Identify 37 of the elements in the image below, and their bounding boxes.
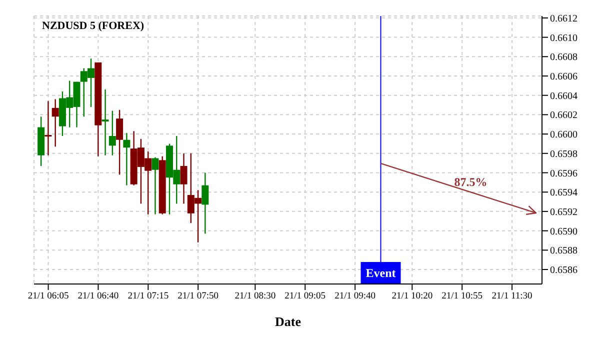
y-tick-label: 0.6608	[550, 52, 578, 64]
x-tick-label: 21/1 10:20	[392, 292, 433, 302]
candlestick	[44, 100, 52, 156]
y-tick-label: 0.6590	[550, 226, 578, 238]
y-tick-label: 0.6594	[550, 188, 578, 199]
x-tick-label: 21/1 07:15	[128, 292, 169, 302]
chart-title: NZDUSD 5 (FOREX)	[42, 20, 144, 32]
y-tick-label: 0.6604	[550, 90, 578, 102]
y-tick-label: 0.6610	[550, 32, 578, 44]
y-tick-label: 0.6592	[550, 206, 578, 218]
x-tick-label: 21/1 08:30	[234, 292, 276, 302]
x-tick-label: 21/1 10:55	[442, 292, 483, 302]
candlestick	[116, 109, 124, 176]
x-tick-label: 21/1 09:05	[284, 292, 326, 302]
y-tick-label: 0.6586	[550, 265, 578, 276]
y-tick-label: 0.6598	[550, 148, 578, 160]
y-tick-label: 0.6600	[550, 130, 578, 141]
x-tick-label: 21/1 11:30	[492, 292, 533, 302]
x-tick-label: 21/1 06:05	[28, 292, 69, 302]
annotation: 87.5%	[454, 175, 488, 190]
candlestick	[152, 156, 159, 215]
candlestick	[102, 88, 109, 156]
y-tick-label: 0.6606	[550, 72, 578, 83]
y-tick-label: 0.6596	[550, 168, 578, 180]
candlestick	[202, 172, 209, 234]
x-tick-label: 21/1 09:40	[334, 292, 376, 302]
ref-line-label: Event	[366, 266, 396, 280]
x-axis-title: Date	[275, 314, 302, 329]
candlestick	[108, 110, 116, 156]
y-tick-label: 0.6602	[550, 110, 578, 122]
candlestick	[52, 98, 59, 148]
candlestick	[180, 152, 188, 204]
candlestick	[123, 132, 130, 186]
x-tick-label: 21/1 06:40	[78, 292, 119, 302]
y-tick-label: 0.6612	[550, 13, 578, 24]
x-tick-label: 21/1 07:50	[178, 292, 219, 302]
y-tick-label: 0.6588	[550, 246, 578, 257]
